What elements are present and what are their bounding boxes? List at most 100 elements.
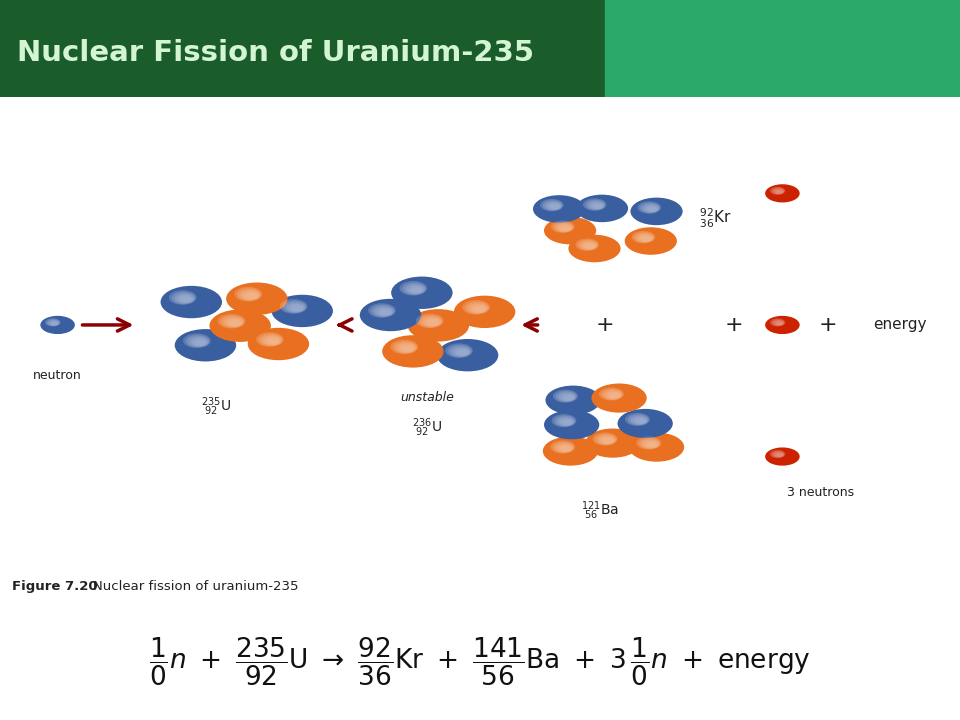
Circle shape [564, 395, 574, 400]
Circle shape [454, 296, 516, 328]
Circle shape [559, 225, 571, 231]
Circle shape [639, 235, 652, 242]
Circle shape [454, 348, 469, 356]
Circle shape [636, 234, 653, 243]
Circle shape [557, 417, 574, 426]
Circle shape [195, 340, 206, 346]
Text: $\dfrac{1}{0}n\ +\ \dfrac{235}{92}\mathrm{U}\ \rightarrow\ \dfrac{92}{36}\mathrm: $\dfrac{1}{0}n\ +\ \dfrac{235}{92}\mathr… [149, 636, 811, 688]
Circle shape [642, 236, 651, 241]
Circle shape [227, 282, 288, 315]
Circle shape [562, 226, 570, 231]
Circle shape [52, 322, 58, 325]
Circle shape [391, 340, 419, 354]
Circle shape [545, 202, 562, 210]
Circle shape [272, 294, 333, 327]
Circle shape [408, 309, 469, 341]
Circle shape [380, 310, 391, 315]
Text: $^{236}_{\ 92}$U: $^{236}_{\ 92}$U [412, 416, 443, 438]
Circle shape [772, 451, 784, 458]
Circle shape [544, 410, 599, 439]
Circle shape [770, 450, 785, 458]
Text: $^{235}_{\ 92}$U: $^{235}_{\ 92}$U [201, 396, 231, 418]
Circle shape [172, 292, 195, 304]
Text: neutron: neutron [34, 369, 82, 382]
Circle shape [770, 318, 785, 326]
Circle shape [286, 302, 305, 312]
Circle shape [583, 243, 596, 249]
Circle shape [610, 393, 619, 398]
Circle shape [48, 320, 60, 326]
Circle shape [374, 306, 394, 317]
Circle shape [259, 334, 282, 346]
Circle shape [592, 433, 617, 446]
Circle shape [604, 390, 622, 400]
Circle shape [224, 317, 243, 327]
Circle shape [598, 436, 615, 444]
Circle shape [377, 308, 393, 316]
Circle shape [248, 328, 309, 360]
Circle shape [240, 290, 260, 300]
Circle shape [437, 339, 498, 372]
Circle shape [765, 447, 800, 466]
Circle shape [550, 441, 575, 454]
Circle shape [644, 441, 659, 448]
Circle shape [581, 241, 597, 250]
Circle shape [556, 223, 572, 232]
Circle shape [50, 321, 59, 325]
Circle shape [775, 189, 783, 194]
Circle shape [642, 204, 659, 212]
Circle shape [777, 454, 782, 456]
Circle shape [402, 282, 426, 295]
Circle shape [542, 200, 563, 211]
Circle shape [183, 333, 210, 348]
Circle shape [775, 453, 783, 457]
Circle shape [283, 301, 306, 313]
Circle shape [445, 343, 473, 358]
Circle shape [368, 303, 396, 318]
Circle shape [554, 222, 573, 233]
Circle shape [773, 189, 784, 194]
Circle shape [169, 290, 197, 305]
Circle shape [542, 436, 598, 466]
Circle shape [160, 286, 222, 318]
Circle shape [178, 295, 193, 303]
Text: $^{\ 92}_{\ 36}$Kr: $^{\ 92}_{\ 36}$Kr [696, 207, 732, 230]
Circle shape [360, 299, 421, 331]
Circle shape [462, 300, 490, 315]
Circle shape [631, 197, 683, 225]
Circle shape [408, 286, 423, 294]
Circle shape [428, 320, 439, 325]
Circle shape [559, 392, 576, 402]
Circle shape [595, 434, 616, 445]
Circle shape [607, 392, 621, 399]
Circle shape [451, 346, 470, 356]
Circle shape [550, 204, 560, 210]
Circle shape [237, 289, 261, 301]
Circle shape [602, 389, 623, 400]
Circle shape [289, 304, 304, 312]
Circle shape [474, 306, 485, 312]
Text: energy: energy [874, 318, 927, 333]
Circle shape [234, 287, 262, 302]
Circle shape [628, 414, 649, 426]
Circle shape [637, 202, 660, 214]
Circle shape [399, 281, 427, 295]
Circle shape [227, 319, 242, 327]
Text: $^{121}_{\ 56}$Ba: $^{121}_{\ 56}$Ba [581, 500, 619, 522]
Circle shape [773, 320, 784, 326]
Circle shape [394, 341, 417, 354]
Circle shape [604, 438, 613, 444]
Circle shape [448, 345, 471, 357]
Circle shape [396, 343, 416, 353]
Circle shape [244, 292, 258, 300]
Text: +: + [725, 315, 744, 335]
Circle shape [412, 287, 422, 293]
Circle shape [391, 276, 452, 309]
Circle shape [186, 335, 209, 348]
Circle shape [777, 322, 782, 325]
Circle shape [648, 207, 657, 212]
Circle shape [773, 451, 784, 457]
Circle shape [402, 346, 414, 351]
Circle shape [218, 314, 246, 328]
Circle shape [256, 332, 283, 347]
